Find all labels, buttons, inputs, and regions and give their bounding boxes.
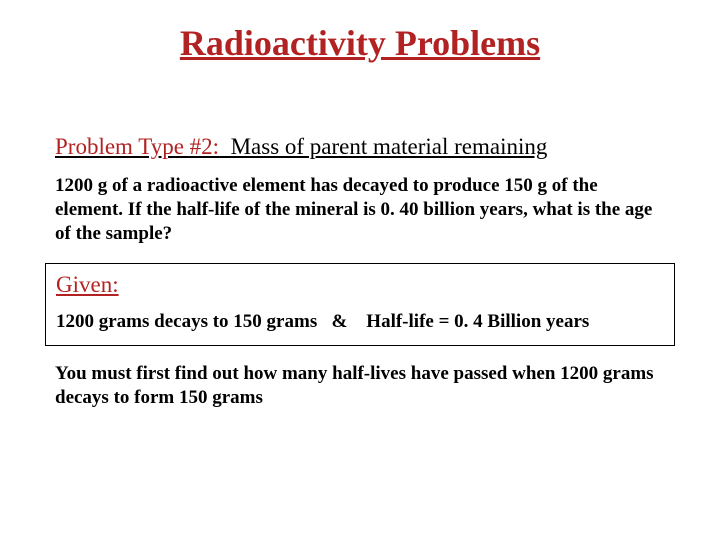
page-title: Radioactivity Problems [0, 0, 720, 72]
given-body: 1200 grams decays to 150 grams & Half-li… [56, 310, 664, 335]
given-body-amp: & [331, 311, 347, 332]
instruction-text: You must first find out how many half-li… [0, 362, 720, 410]
problem-statement: 1200 g of a radioactive element has deca… [0, 174, 720, 245]
problem-type-rest: Mass of parent material remaining [219, 134, 547, 159]
given-box: Given: 1200 grams decays to 150 grams & … [45, 263, 675, 346]
given-body-before: 1200 grams decays to 150 grams [56, 311, 331, 332]
given-label: Given: [56, 270, 664, 300]
given-body-after: Half-life = 0. 4 Billion years [347, 311, 589, 332]
problem-type-heading: Problem Type #2: Mass of parent material… [0, 134, 720, 160]
problem-type-label: Problem Type #2: [55, 134, 219, 159]
